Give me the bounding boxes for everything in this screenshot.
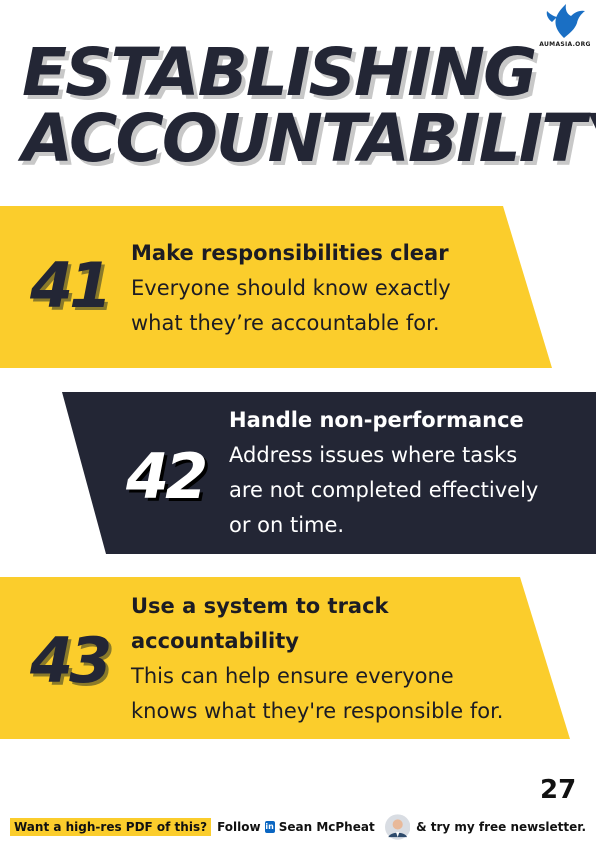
tip-43-title-line-1: Use a system to track xyxy=(131,594,389,618)
tip-41: Make responsibilities clear Everyone sho… xyxy=(131,236,451,341)
pdf-cta-link[interactable]: Want a high-res PDF of this? xyxy=(10,818,212,836)
tip-42: Handle non-performance Address issues wh… xyxy=(229,403,538,543)
site-logo: AUMASIA.ORG xyxy=(536,2,594,48)
page-number: 27 xyxy=(540,775,577,805)
tip-number-43: 43 xyxy=(30,624,112,697)
tip-band-42 xyxy=(62,392,596,554)
title-line-1: ESTABLISHING xyxy=(22,34,537,111)
page-title: ESTABLISHING ACCOUNTABILITY xyxy=(22,40,596,172)
logo-text: AUMASIA.ORG xyxy=(539,41,591,48)
tip-42-desc-line-2: are not completed effectively xyxy=(229,478,539,502)
author-link[interactable]: Sean McPheat xyxy=(278,820,375,834)
tip-42-desc-line-1: Address issues where tasks xyxy=(229,443,518,467)
linkedin-icon[interactable]: in xyxy=(264,821,275,833)
tip-41-desc-line-2: what they’re accountable for. xyxy=(131,311,440,335)
tip-42-desc-line-3: or on time. xyxy=(229,513,345,537)
tip-43: Use a system to track accountability Thi… xyxy=(131,589,503,729)
tip-number-41: 41 xyxy=(30,249,112,322)
follow-label: Follow xyxy=(217,820,261,834)
bird-logo-icon xyxy=(546,4,585,38)
tip-band-41 xyxy=(0,206,552,368)
footer: Want a high-res PDF of this? Follow in S… xyxy=(10,812,590,842)
tip-42-title: Handle non-performance xyxy=(229,408,524,432)
tip-43-desc-line-2: knows what they're responsible for. xyxy=(131,699,504,723)
tip-41-title: Make responsibilities clear xyxy=(131,241,449,265)
avatar xyxy=(384,814,411,840)
tip-band-43 xyxy=(0,577,570,739)
tip-41-desc-line-1: Everyone should know exactly xyxy=(131,276,451,300)
tip-43-desc-line-1: This can help ensure everyone xyxy=(131,664,454,688)
newsletter-link[interactable]: & try my free newsletter. xyxy=(416,820,586,834)
tip-43-title-line-2: accountability xyxy=(131,629,299,653)
tip-number-42: 42 xyxy=(126,440,208,513)
title-line-2: ACCOUNTABILITY xyxy=(22,100,596,177)
